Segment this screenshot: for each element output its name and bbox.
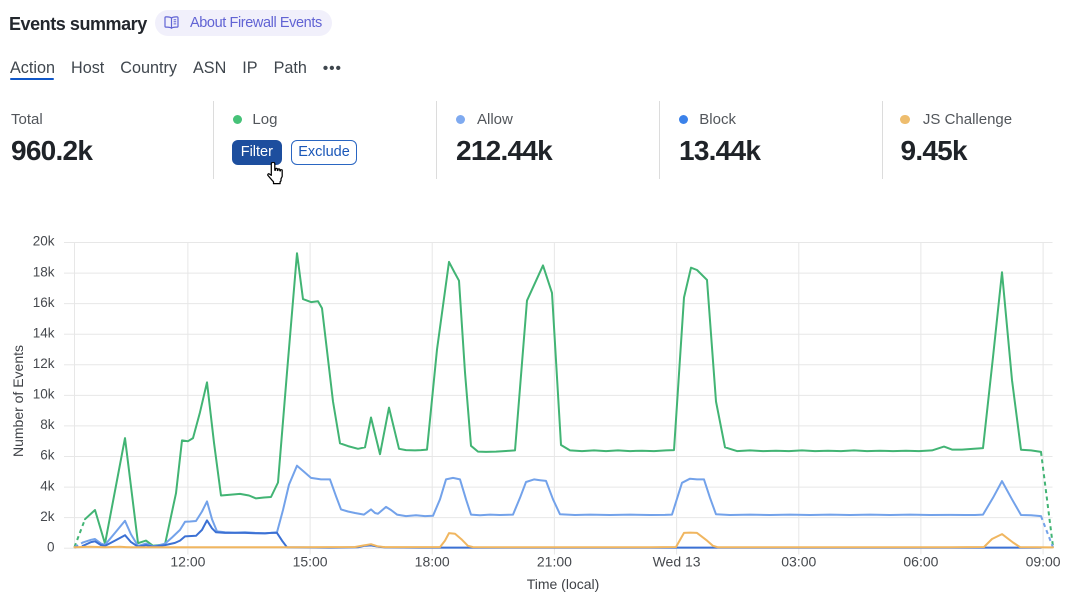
svg-text:Time (local): Time (local)	[527, 576, 600, 592]
svg-text:18k: 18k	[33, 264, 55, 279]
svg-text:0: 0	[47, 539, 55, 554]
svg-text:2k: 2k	[40, 509, 55, 524]
svg-text:06:00: 06:00	[903, 554, 938, 570]
svg-text:12k: 12k	[33, 356, 55, 371]
svg-text:10k: 10k	[33, 387, 55, 402]
svg-text:21:00: 21:00	[537, 554, 572, 570]
svg-text:03:00: 03:00	[781, 554, 816, 570]
svg-text:18:00: 18:00	[415, 554, 450, 570]
svg-text:12:00: 12:00	[170, 554, 205, 570]
svg-text:6k: 6k	[40, 448, 55, 463]
svg-text:09:00: 09:00	[1026, 554, 1061, 570]
svg-text:15:00: 15:00	[293, 554, 328, 570]
svg-text:8k: 8k	[40, 417, 55, 432]
svg-text:Number of Events: Number of Events	[10, 345, 26, 457]
svg-text:4k: 4k	[40, 478, 55, 493]
svg-text:20k: 20k	[33, 234, 55, 249]
svg-text:Wed 13: Wed 13	[653, 554, 701, 570]
svg-text:16k: 16k	[33, 295, 55, 310]
svg-text:14k: 14k	[33, 325, 55, 340]
